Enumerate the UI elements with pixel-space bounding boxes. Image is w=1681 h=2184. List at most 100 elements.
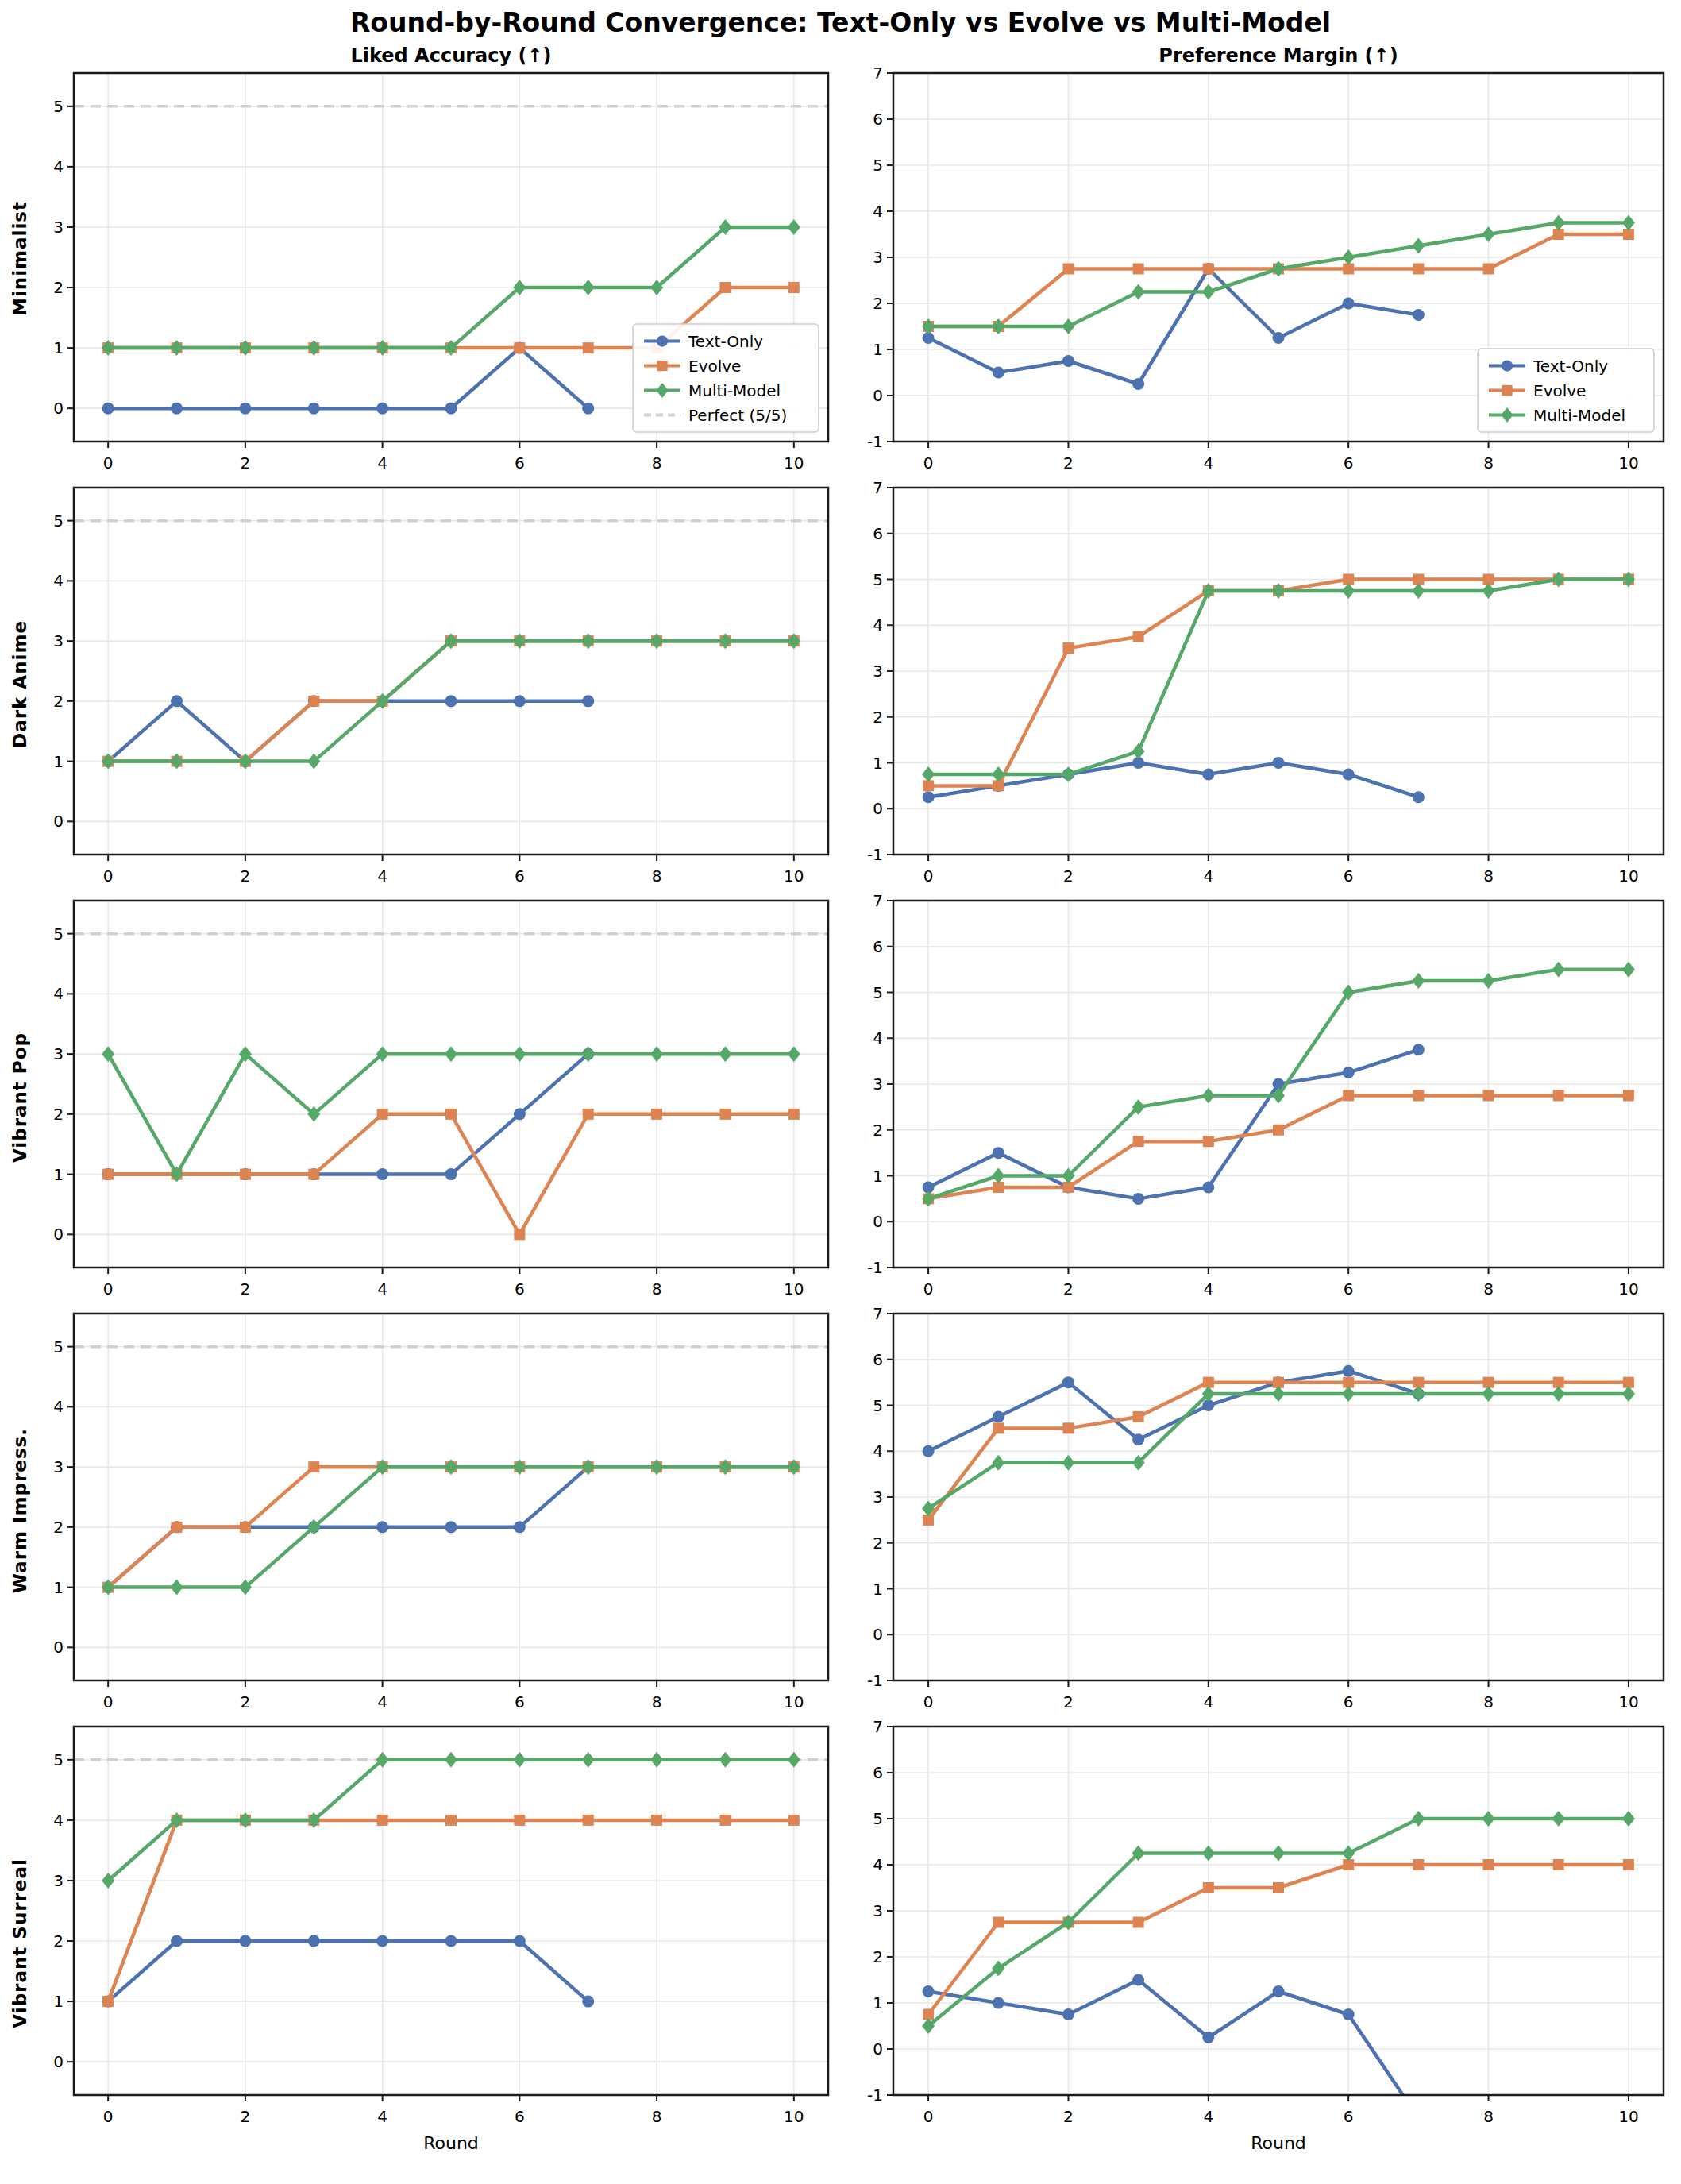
row-label-text: Dark Anime [10,620,30,748]
svg-text:6: 6 [515,866,525,886]
row-label-vibrant-surreal: Vibrant Surreal [6,1717,34,2170]
svg-text:5: 5 [873,1395,883,1414]
svg-text:2: 2 [241,2107,251,2126]
svg-text:4: 4 [1203,1692,1213,1711]
svg-text:3: 3 [873,1901,883,1920]
svg-text:6: 6 [1344,1279,1354,1298]
svg-text:4: 4 [873,1441,883,1461]
svg-text:-1: -1 [867,1671,883,1690]
svg-text:3: 3 [873,1075,883,1094]
chart-minimalist-liked-accuracy: 0246810012345Liked Accuracy (↑)Text-Only… [34,40,836,478]
svg-text:5: 5 [53,97,64,116]
svg-text:2: 2 [873,1121,883,1140]
svg-text:-1: -1 [867,845,883,864]
svg-text:1: 1 [53,1992,64,2011]
svg-text:2: 2 [1063,2107,1074,2126]
svg-text:2: 2 [53,1105,64,1124]
svg-text:6: 6 [1344,1692,1354,1711]
svg-text:10: 10 [1618,2107,1638,2126]
chart-grid: Minimalist 0246810012345Liked Accuracy (… [0,40,1681,2170]
svg-text:2: 2 [241,1692,251,1711]
svg-text:4: 4 [377,1279,387,1298]
svg-text:0: 0 [873,1212,883,1231]
chart-dark-anime-preference-margin: 0246810-101234567 [849,478,1675,891]
svg-text:5: 5 [873,156,883,175]
row-label-warm-impress: Warm Impress. [6,1304,34,1717]
svg-text:Liked Accuracy (↑): Liked Accuracy (↑) [350,44,551,67]
row-label-vibrant-pop: Vibrant Pop [6,891,34,1304]
svg-text:3: 3 [53,1871,64,1890]
svg-text:2: 2 [53,692,64,711]
svg-text:3: 3 [53,218,64,237]
svg-text:2: 2 [53,1931,64,1951]
chart-row-minimalist: Minimalist 0246810012345Liked Accuracy (… [6,40,1675,478]
svg-text:4: 4 [873,202,883,221]
svg-text:8: 8 [652,2107,662,2126]
svg-text:8: 8 [652,866,662,886]
svg-text:10: 10 [1618,1692,1638,1711]
row-label-minimalist: Minimalist [6,40,34,478]
column-gap [836,40,849,478]
svg-text:8: 8 [1483,866,1494,886]
svg-text:10: 10 [784,866,804,886]
chart-row-warm-impress: Warm Impress. 0246810012345 0246810-1012… [6,1304,1675,1717]
svg-text:4: 4 [377,453,387,473]
svg-text:1: 1 [53,1578,64,1597]
svg-text:4: 4 [377,1692,387,1711]
svg-text:4: 4 [53,571,64,590]
svg-text:8: 8 [652,453,662,473]
svg-text:6: 6 [873,1763,883,1782]
svg-text:0: 0 [923,866,934,886]
svg-text:2: 2 [873,1947,883,1966]
svg-text:5: 5 [53,1337,64,1356]
svg-text:4: 4 [53,1811,64,1830]
svg-text:4: 4 [53,157,64,176]
column-gap [836,1304,849,1717]
svg-text:6: 6 [873,524,883,543]
svg-text:4: 4 [873,1855,883,1874]
svg-text:2: 2 [53,1518,64,1537]
svg-text:4: 4 [873,1028,883,1048]
svg-text:6: 6 [873,937,883,956]
chart-dark-anime-liked-accuracy: 0246810012345 [34,478,836,891]
svg-text:Text-Only: Text-Only [1533,356,1608,375]
svg-text:0: 0 [53,399,64,418]
svg-text:10: 10 [1618,1279,1638,1298]
svg-text:7: 7 [873,1717,883,1736]
svg-text:2: 2 [1063,866,1074,886]
svg-text:6: 6 [1344,866,1354,886]
chart-minimalist-preference-margin: 0246810-101234567Preference Margin (↑)Te… [849,40,1675,478]
svg-text:2: 2 [873,1534,883,1553]
svg-text:4: 4 [873,615,883,635]
svg-text:2: 2 [1063,1279,1074,1298]
chart-warm-impress-preference-margin: 0246810-101234567 [849,1304,1675,1717]
svg-text:1: 1 [873,1166,883,1185]
svg-text:10: 10 [784,453,804,473]
svg-text:Evolve: Evolve [1533,380,1586,399]
svg-text:4: 4 [1203,453,1213,473]
row-label-text: Vibrant Surreal [10,1858,30,2028]
svg-text:5: 5 [873,982,883,1001]
row-label-text: Minimalist [10,201,30,316]
svg-text:1: 1 [873,340,883,359]
svg-text:8: 8 [652,1692,662,1711]
svg-text:-1: -1 [867,432,883,451]
chart-vibrant-pop-preference-margin: 0246810-101234567 [849,891,1675,1304]
svg-text:5: 5 [873,569,883,588]
svg-text:3: 3 [873,1488,883,1507]
svg-text:5: 5 [53,924,64,943]
svg-text:6: 6 [515,2107,525,2126]
svg-text:Multi-Model: Multi-Model [688,380,781,399]
svg-text:4: 4 [53,1397,64,1416]
svg-text:4: 4 [377,866,387,886]
svg-text:0: 0 [53,1225,64,1244]
svg-text:-1: -1 [867,1258,883,1277]
svg-text:1: 1 [873,1579,883,1598]
svg-text:0: 0 [53,1638,64,1657]
svg-text:0: 0 [923,453,934,473]
svg-text:Perfect (5/5): Perfect (5/5) [688,405,787,424]
row-label-text: Warm Impress. [10,1428,30,1593]
column-gap [836,478,849,891]
svg-text:6: 6 [515,453,525,473]
svg-text:Multi-Model: Multi-Model [1533,405,1625,424]
